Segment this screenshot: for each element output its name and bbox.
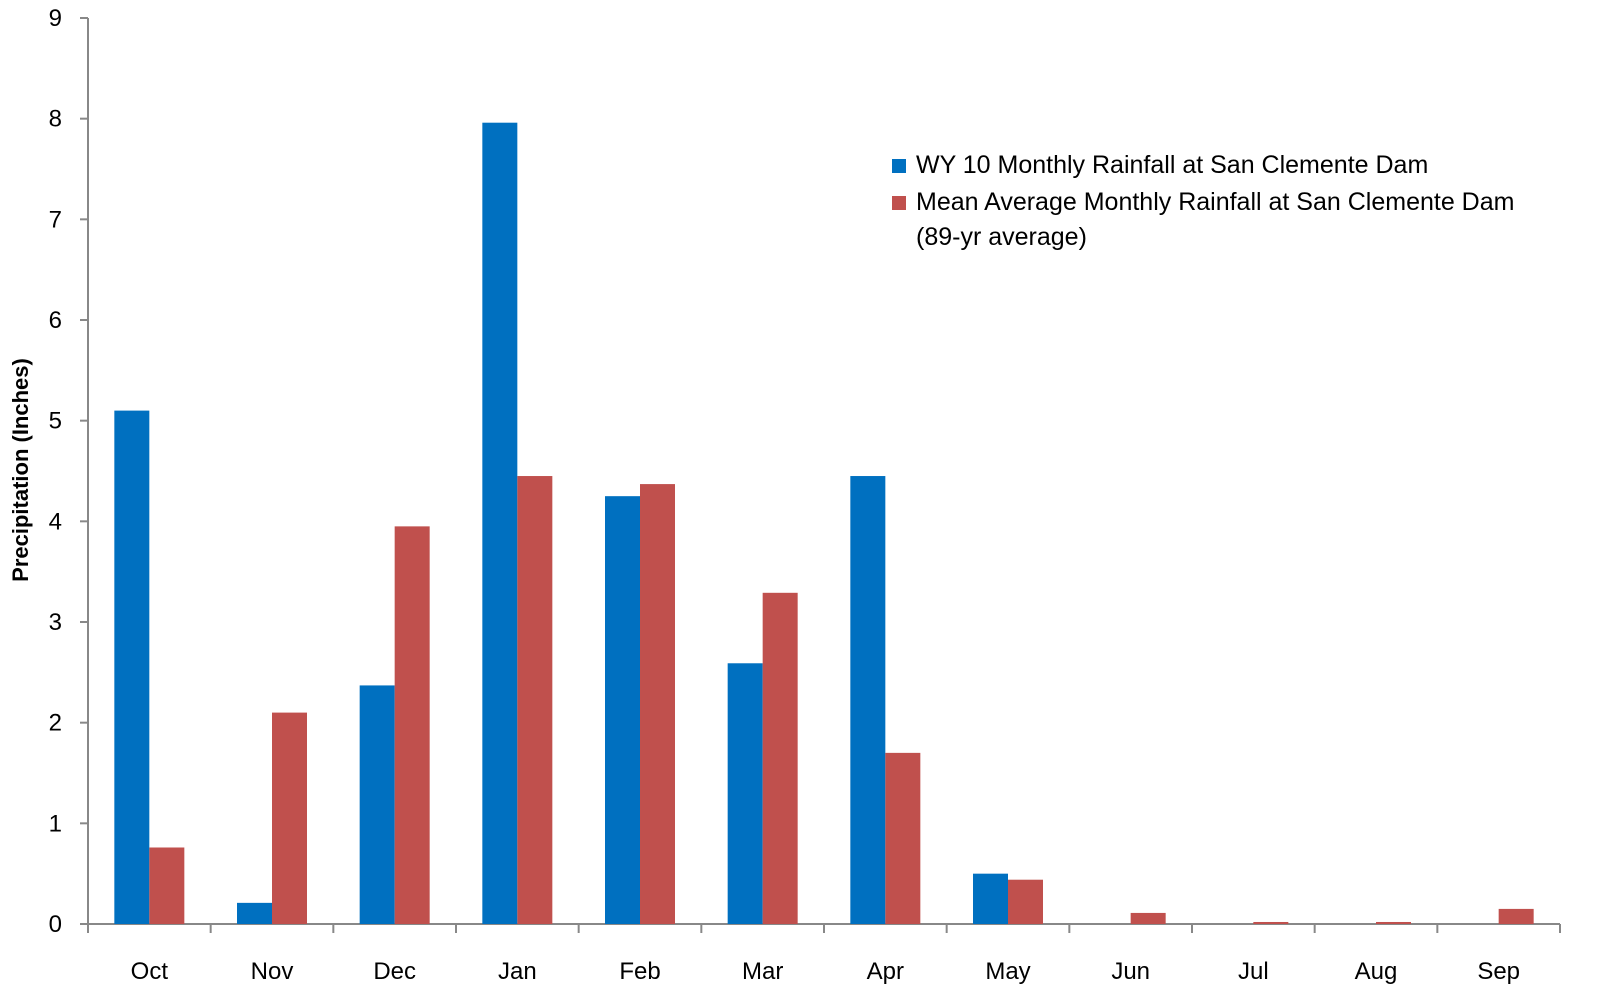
y-tick-label: 4 (49, 508, 62, 535)
y-tick-label: 3 (49, 609, 62, 636)
y-tick-label: 1 (49, 810, 62, 837)
y-tick-label: 8 (49, 106, 62, 133)
x-tick-label: Apr (867, 958, 904, 985)
bar (1498, 908, 1534, 924)
bar (482, 122, 518, 924)
y-tick-label: 7 (49, 206, 62, 233)
bar (1376, 921, 1411, 924)
x-tick-label: Mar (742, 958, 783, 985)
y-tick-label: 6 (49, 307, 62, 334)
bar (394, 526, 430, 924)
x-tick-label: Aug (1355, 958, 1398, 985)
bar (149, 847, 185, 924)
bar (885, 752, 921, 924)
y-tick-label: 0 (49, 911, 62, 938)
bar (727, 663, 763, 924)
x-tick-label: Jan (498, 958, 537, 985)
x-tick-label: Oct (131, 958, 169, 985)
x-tick-label: May (985, 958, 1030, 985)
y-tick-label: 5 (49, 408, 62, 435)
legend-swatch (892, 159, 906, 173)
x-tick-label: Jul (1238, 958, 1269, 985)
bar (517, 476, 553, 924)
bar (1253, 921, 1289, 924)
y-axis-label: Precipitation (Inches) (8, 358, 33, 582)
legend-item: Mean Average Monthly Rainfall at San Cle… (892, 185, 1532, 255)
bar (114, 410, 150, 925)
x-tick-label: Sep (1477, 958, 1520, 985)
legend-label: Mean Average Monthly Rainfall at San Cle… (916, 188, 1515, 251)
bar (1130, 912, 1166, 924)
x-tick-label: Jun (1111, 958, 1150, 985)
legend-swatch (892, 196, 906, 210)
y-tick-label: 9 (49, 5, 62, 32)
x-tick-label: Dec (373, 958, 416, 985)
bar (359, 685, 395, 924)
legend: WY 10 Monthly Rainfall at San Clemente D… (892, 148, 1532, 257)
bar (272, 712, 307, 924)
bar (605, 496, 640, 924)
x-tick-label: Nov (251, 958, 294, 985)
bar (237, 902, 272, 924)
bar (762, 592, 798, 924)
bar (640, 484, 675, 924)
legend-label: WY 10 Monthly Rainfall at San Clemente D… (916, 151, 1429, 179)
x-tick-label: Feb (619, 958, 660, 985)
bar (1008, 879, 1043, 924)
bar (973, 873, 1008, 924)
legend-item: WY 10 Monthly Rainfall at San Clemente D… (892, 148, 1532, 183)
y-tick-label: 2 (49, 710, 62, 737)
bar (850, 476, 886, 924)
